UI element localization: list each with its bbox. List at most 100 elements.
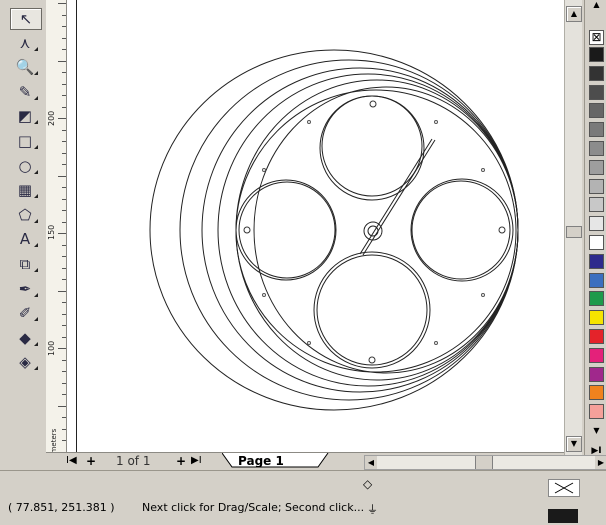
flyout-arrow-icon: [34, 120, 38, 125]
drawing: [149, 49, 519, 411]
ruler-tick: [62, 198, 66, 200]
scroll-down-button[interactable]: ▼: [566, 436, 582, 452]
palette-swatch[interactable]: [589, 404, 604, 420]
rectangle-tool[interactable]: □: [10, 131, 40, 151]
palette-swatch[interactable]: [589, 366, 604, 382]
zoom-tool[interactable]: 🔍: [10, 57, 40, 77]
ruler-tick: [62, 106, 66, 108]
status-bar: ( 77.851, 251.381 ) Next click for Drag/…: [0, 470, 606, 525]
left-circle: [235, 179, 337, 281]
palette-swatch[interactable]: [589, 347, 604, 363]
ruler-tick: [62, 394, 66, 395]
rectangle-icon: □: [17, 132, 33, 150]
flyout-arrow-icon: [34, 95, 38, 100]
bolt-3: [262, 168, 266, 172]
ruler-tick: [62, 428, 66, 430]
outline-tool[interactable]: ✐: [10, 303, 40, 323]
freehand-tool[interactable]: ✎: [10, 82, 40, 102]
ruler-tick: [58, 3, 66, 4]
bolt-4: [481, 168, 485, 172]
palette-swatch[interactable]: [589, 65, 604, 81]
no-color-swatch[interactable]: ⊠: [589, 30, 604, 45]
palette-swatch[interactable]: [589, 178, 604, 194]
ruler-tick: [58, 405, 66, 407]
palette-swatch[interactable]: [589, 235, 604, 250]
palette-swatch[interactable]: [589, 291, 604, 307]
palette-scroll-down-icon[interactable]: ▼: [593, 426, 600, 435]
ruler-tick: [62, 359, 66, 361]
flyout-arrow-icon: [34, 71, 38, 76]
smart-fill-tool[interactable]: ◩: [10, 106, 40, 126]
outer-ring-6: [253, 86, 519, 374]
basic-shapes-icon: ⬠: [18, 205, 32, 224]
palette-expand-icon[interactable]: ▶I: [591, 446, 602, 456]
ruler-tick: [62, 325, 66, 326]
palette-scroll-up-icon[interactable]: ▲: [593, 0, 600, 9]
palette-swatch[interactable]: [589, 385, 604, 401]
eyedropper-icon: ✒: [18, 279, 32, 298]
fill-bucket-icon: ⏚: [367, 503, 378, 516]
ruler-tick: [58, 175, 66, 177]
palette-swatch[interactable]: [589, 216, 604, 232]
scroll-right-button[interactable]: ▶: [595, 456, 606, 469]
page-tab-page-1[interactable]: Page 1: [238, 454, 284, 468]
first-page-button[interactable]: I◀: [66, 455, 77, 466]
palette-swatch[interactable]: [589, 122, 604, 138]
add-page-before-button[interactable]: +: [86, 454, 97, 468]
horizontal-scroll-thumb[interactable]: [475, 456, 493, 469]
right-circle: [410, 178, 514, 282]
palette-swatch[interactable]: [589, 329, 604, 344]
shape-icon: ⋏: [19, 33, 31, 52]
text-tool[interactable]: A: [10, 229, 40, 249]
interactive-blend-icon: ⧉: [19, 255, 31, 273]
needle-1: [359, 138, 433, 255]
interactive-blend-tool[interactable]: ⧉: [10, 254, 40, 274]
polygon-icon: ▦: [17, 181, 33, 200]
outline-color-indicator[interactable]: [548, 479, 580, 497]
ruler-tick: [62, 14, 66, 16]
scroll-left-button[interactable]: ◀: [365, 456, 377, 469]
horizontal-scrollbar[interactable]: ◀ ▶: [364, 455, 606, 470]
palette-swatch[interactable]: [589, 141, 604, 156]
flyout-arrow-icon: [34, 292, 38, 297]
scroll-up-button[interactable]: ▲: [566, 6, 582, 22]
polygon-tool[interactable]: ▦: [10, 180, 40, 200]
pick-tool[interactable]: ↖: [10, 8, 42, 30]
add-page-after-button[interactable]: +: [176, 454, 187, 468]
fill-tool[interactable]: ◆: [10, 328, 40, 348]
flyout-arrow-icon: [34, 243, 38, 248]
bottom-circle: [313, 251, 431, 369]
ruler-tick: [58, 348, 66, 349]
ruler-tick: [62, 141, 66, 142]
palette-swatch[interactable]: [589, 197, 604, 213]
palette-swatch[interactable]: [589, 310, 604, 326]
palette-swatch[interactable]: [589, 84, 604, 100]
palette-swatch[interactable]: [589, 272, 604, 288]
palette-swatch[interactable]: [589, 159, 604, 175]
ruler-tick: [62, 164, 66, 165]
interactive-fill-tool[interactable]: ◈: [10, 352, 40, 372]
ruler-tick: [62, 72, 66, 73]
eyedropper-tool[interactable]: ✒: [10, 279, 40, 299]
ruler-tick: [62, 26, 66, 27]
palette-swatch[interactable]: [589, 47, 604, 62]
page-count: 1 of 1: [116, 454, 151, 468]
palette-swatch[interactable]: [589, 103, 604, 119]
fill-color-indicator[interactable]: [548, 509, 578, 523]
last-page-button[interactable]: ▶I: [191, 455, 202, 466]
ellipse-tool[interactable]: ○: [10, 156, 40, 176]
flyout-arrow-icon: [34, 366, 38, 371]
shape-tool[interactable]: ⋏: [10, 33, 40, 53]
smart-fill-icon: ◩: [17, 107, 33, 126]
vertical-scroll-thumb[interactable]: [566, 226, 582, 238]
bottom-circle-inner: [316, 254, 428, 366]
ruler-tick: [62, 371, 66, 372]
flyout-arrow-icon: [34, 268, 38, 272]
toolbox: ↖ ⋏ 🔍 ✎ ◩ □ ○ ▦ ⬠ A ⧉ ✒ ✐ ◆ ◈: [0, 0, 47, 447]
drawing-canvas[interactable]: [67, 0, 564, 452]
palette-swatch[interactable]: [589, 253, 604, 269]
hole-left: [243, 226, 251, 234]
vertical-scrollbar[interactable]: ▲ ▼: [564, 0, 582, 468]
outline-icon: ✐: [18, 304, 32, 323]
basic-shapes-tool[interactable]: ⬠: [10, 205, 40, 225]
